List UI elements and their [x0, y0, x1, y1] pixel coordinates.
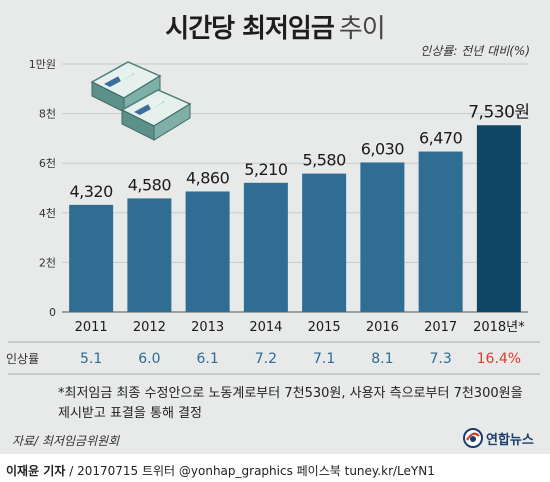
bar	[418, 151, 463, 312]
data-label: 5,210	[244, 160, 288, 179]
y-tick-label: 1만원	[29, 58, 56, 71]
bar	[69, 204, 114, 312]
y-tick-label: 6천	[39, 156, 56, 170]
yonhap-logo: 연합뉴스	[462, 425, 542, 449]
increase-rate: 7.3	[429, 351, 451, 367]
bar	[302, 173, 347, 312]
title-main: 시간당 최저임금	[165, 14, 334, 44]
yonhap-logo-icon	[463, 428, 483, 448]
y-tick-label: 4천	[39, 206, 56, 220]
x-tick-label: 2014	[249, 320, 282, 335]
increase-rate-label: 인상률	[6, 352, 39, 366]
bar	[185, 191, 230, 312]
data-label: 7,530원	[468, 102, 529, 122]
data-label: 6,030	[361, 139, 405, 158]
increase-rate: 6.1	[196, 351, 218, 367]
increase-rate: 8.1	[371, 351, 393, 367]
money-stack-icon	[84, 54, 194, 153]
footnote: *최저임금 최종 수정안으로 노동계로부터 7천530원, 사용자 측으로부터 …	[58, 386, 523, 421]
data-label: 4,320	[69, 182, 113, 201]
x-tick-label: 2015	[308, 320, 341, 335]
bar	[360, 162, 405, 312]
x-tick-label: 2013	[191, 320, 224, 335]
y-tick-label: 2천	[39, 255, 56, 269]
x-tick-label: 2012	[133, 320, 166, 335]
data-label: 4,580	[128, 175, 172, 194]
x-tick-label: 2017	[424, 320, 457, 335]
byline: 이재윤 기자 / 20170715 트위터 @yonhap_graphics 페…	[6, 462, 435, 479]
data-label: 4,860	[186, 168, 230, 187]
bar-chart: 0 2천 4천 6천 8천 1만원 4,320 2011 5.1 4,580 2012 6.0 4,86…	[6, 58, 540, 375]
x-tick-label: 2016	[366, 320, 399, 335]
logo-text: 연합뉴스	[486, 433, 534, 448]
increase-rate: 16.4%	[477, 351, 521, 367]
rate-note: 인상률: 전년 대비(%)	[420, 44, 530, 58]
byline-reporter: 이재윤 기자	[6, 464, 66, 478]
x-tick-label: 2011	[75, 320, 108, 335]
data-label: 6,470	[419, 129, 463, 148]
bar	[476, 125, 521, 312]
y-tick-label: 0	[49, 306, 56, 319]
bar	[243, 182, 288, 312]
x-tick-label: 2018년*	[473, 320, 525, 335]
increase-rate: 7.2	[255, 351, 277, 367]
page-title: 시간당 최저임금 추이	[0, 8, 550, 45]
title-light: 추이	[338, 14, 386, 44]
y-tick-label: 8천	[39, 107, 56, 121]
increase-rate: 6.0	[138, 351, 160, 367]
increase-rate: 5.1	[80, 351, 102, 367]
source-note: 자료/ 최저임금위원회	[12, 434, 120, 448]
increase-rate: 7.1	[313, 351, 335, 367]
data-label: 5,580	[302, 151, 346, 170]
bar	[127, 198, 172, 312]
byline-rest: / 20170715 트위터 @yonhap_graphics 페이스북 tun…	[65, 464, 435, 478]
